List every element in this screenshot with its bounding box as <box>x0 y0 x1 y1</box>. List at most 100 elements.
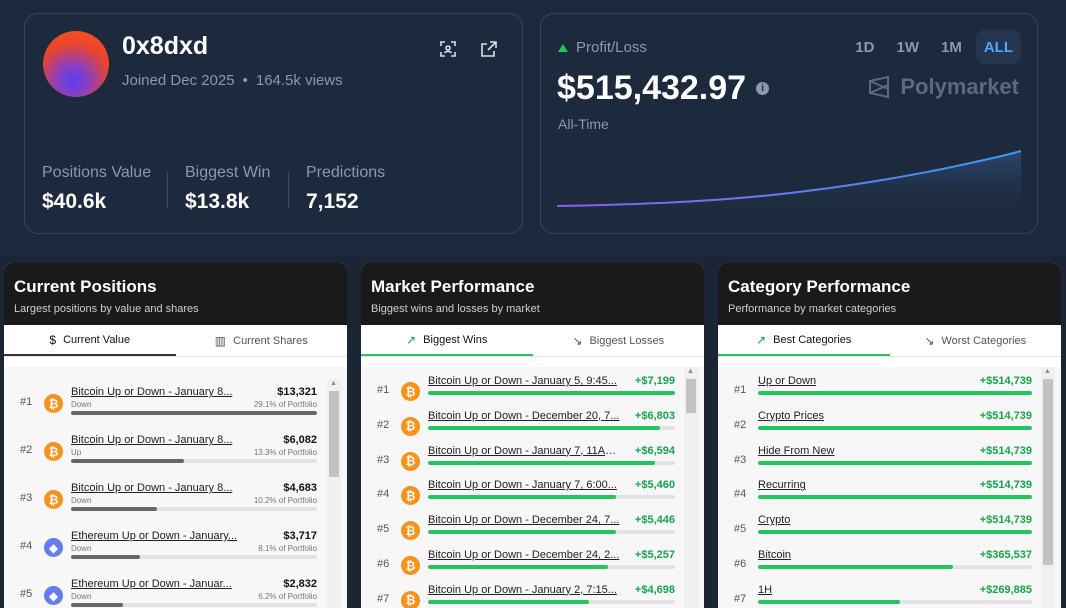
performance-bar <box>428 460 675 465</box>
dollar-icon: $ <box>49 332 57 347</box>
row-rank: #6 <box>377 558 390 570</box>
bitcoin-icon: ₿ <box>401 486 420 506</box>
positions-list: #1 ₿ Bitcoin Up or Down - January 8... $13,… <box>4 367 347 608</box>
table-row[interactable]: #2 ₿ Bitcoin Up or Down - December 20, 7..… <box>361 407 680 443</box>
range-all-button[interactable]: ALL <box>975 30 1021 64</box>
tab-label: Current Value <box>63 333 131 346</box>
category-name[interactable]: Recurring <box>758 479 806 492</box>
pnl-value: +$514,739 <box>979 375 1032 387</box>
range-1d-button[interactable]: 1D <box>855 38 875 56</box>
table-row[interactable]: #4 ◆ Ethereum Up or Down - January... $3,71… <box>4 523 323 567</box>
performance-bar-fill <box>428 460 656 465</box>
scrollbar[interactable]: ▲ <box>684 367 698 608</box>
market-title[interactable]: Bitcoin Up or Down - December 24, 2... <box>428 549 620 561</box>
pnl-value: +$4,698 <box>634 583 675 596</box>
scrollbar-thumb[interactable] <box>1043 379 1053 565</box>
qr-scan-icon[interactable] <box>437 38 459 60</box>
market-title[interactable]: Bitcoin Up or Down - January 7, 11AM... <box>428 444 623 457</box>
performance-bar <box>428 391 675 395</box>
category-name[interactable]: Hide From New <box>758 444 835 457</box>
performance-bar-fill <box>758 530 1032 535</box>
table-row[interactable]: #1 ₿ Bitcoin Up or Down - January 8... $13,… <box>4 379 323 423</box>
row-rank: #2 <box>734 418 747 431</box>
category-name[interactable]: 1H <box>758 583 773 596</box>
position-title[interactable]: Bitcoin Up or Down - January 8... <box>71 482 233 494</box>
tab-label: Biggest Losses <box>589 334 665 347</box>
table-row[interactable]: #4 ₿ Bitcoin Up or Down - January 7, 6:00.… <box>361 476 680 512</box>
table-row[interactable]: #3 Hide From New +$514,739 <box>718 442 1037 478</box>
bitcoin-icon: ₿ <box>401 556 420 575</box>
performance-bar-fill <box>758 460 1032 465</box>
category-name[interactable]: Crypto <box>758 514 791 527</box>
market-title[interactable]: Bitcoin Up or Down - December 24, 7... <box>428 514 620 527</box>
panel-title: Market Performance <box>371 277 535 296</box>
table-row[interactable]: #2 Crypto Prices +$514,739 <box>718 407 1037 443</box>
tab-biggest-losses[interactable]: ↘ Biggest Losses <box>533 325 705 356</box>
portfolio-bar <box>71 603 317 607</box>
brand-name: Polymarket <box>900 74 1019 99</box>
table-row[interactable]: #3 ₿ Bitcoin Up or Down - January 8... $4,6… <box>4 475 323 519</box>
tab-biggest-wins[interactable]: ↗ Biggest Wins <box>361 325 533 356</box>
stat-divider <box>167 172 168 208</box>
table-row[interactable]: #5 ₿ Bitcoin Up or Down - December 24, 7..… <box>361 511 680 547</box>
table-row[interactable]: #5 ◆ Ethereum Up or Down - Januar... $2,832… <box>4 571 323 608</box>
market-title[interactable]: Bitcoin Up or Down - January 5, 9:45... <box>428 375 617 387</box>
pnl-chart <box>557 150 1021 219</box>
scrollbar[interactable]: ▲ <box>327 379 341 608</box>
table-row[interactable]: #7 1H +$269,885 <box>718 581 1037 608</box>
tab-worst-categories[interactable]: ↘ Worst Categories <box>890 325 1062 356</box>
performance-bar <box>758 425 1032 430</box>
tab-current-shares[interactable]: ▥ Current Shares <box>176 325 348 356</box>
tab-best-categories[interactable]: ↗ Best Categories <box>718 325 890 356</box>
table-row[interactable]: #2 ₿ Bitcoin Up or Down - January 8... $6,0… <box>4 427 323 471</box>
scrollbar[interactable]: ▲ <box>1041 367 1055 608</box>
row-rank: #4 <box>20 540 33 552</box>
category-name[interactable]: Bitcoin <box>758 549 792 561</box>
table-row[interactable]: #3 ₿ Bitcoin Up or Down - January 7, 11AM.… <box>361 442 680 478</box>
panel-tabs: $ Current Value ▥ Current Shares <box>4 325 347 357</box>
position-value: $3,717 <box>283 530 317 542</box>
range-1m-button[interactable]: 1M <box>940 38 962 56</box>
position-title[interactable]: Bitcoin Up or Down - January 8... <box>71 386 233 398</box>
range-1w-button[interactable]: 1W <box>896 38 919 56</box>
portfolio-share: 6.2% of Portfolio <box>258 592 317 601</box>
external-link-icon[interactable] <box>478 38 500 60</box>
portfolio-bar-fill <box>71 411 317 415</box>
table-row[interactable]: #5 Crypto +$514,739 <box>718 511 1037 547</box>
table-row[interactable]: #7 ₿ Bitcoin Up or Down - January 2, 7:15.… <box>361 581 680 608</box>
category-name[interactable]: Crypto Prices <box>758 409 825 422</box>
scrollbar-thumb[interactable] <box>329 391 339 477</box>
performance-bar <box>428 565 675 569</box>
position-title[interactable]: Ethereum Up or Down - Januar... <box>71 578 232 590</box>
position-title[interactable]: Ethereum Up or Down - January... <box>71 530 238 542</box>
table-row[interactable]: #1 ₿ Bitcoin Up or Down - January 5, 9:45.… <box>361 372 680 408</box>
portfolio-bar-fill <box>71 507 158 511</box>
scroll-up-icon[interactable]: ▲ <box>330 380 337 387</box>
scrollbar-thumb[interactable] <box>686 379 696 413</box>
pnl-value: +$514,739 <box>979 479 1032 492</box>
table-row[interactable]: #6 ₿ Bitcoin Up or Down - December 24, 2..… <box>361 546 680 582</box>
market-title[interactable]: Bitcoin Up or Down - January 7, 6:00... <box>428 479 617 492</box>
profile-card: 0x8dxd Joined Dec 2025 • 164.5k views Posi… <box>24 13 523 234</box>
tab-current-value[interactable]: $ Current Value <box>4 325 176 356</box>
scroll-up-icon[interactable]: ▲ <box>687 368 694 375</box>
table-row[interactable]: #6 Bitcoin +$365,537 <box>718 546 1037 582</box>
market-title[interactable]: Bitcoin Up or Down - December 20, 7... <box>428 409 620 422</box>
panel-subtitle: Performance by market categories <box>728 303 897 315</box>
market-title[interactable]: Bitcoin Up or Down - January 2, 7:15... <box>428 583 617 596</box>
market-performance-panel: Market Performance Biggest wins and loss… <box>361 263 704 608</box>
portfolio-bar <box>71 555 317 559</box>
row-rank: #3 <box>20 492 33 504</box>
pnl-value: +$514,739 <box>979 409 1032 422</box>
pnl-line <box>557 150 1021 207</box>
table-row[interactable]: #4 Recurring +$514,739 <box>718 476 1037 512</box>
category-name[interactable]: Up or Down <box>758 375 817 387</box>
performance-bar <box>428 599 675 604</box>
polymarket-logo: Polymarket <box>868 74 1019 100</box>
scroll-up-icon[interactable]: ▲ <box>1044 368 1051 375</box>
info-icon[interactable]: i <box>756 82 770 95</box>
profit-loss-card: Profit/Loss 1D 1W 1M ALL $515,432.97 i A… <box>540 13 1038 234</box>
portfolio-share: 13.3% of Portfolio <box>253 448 317 457</box>
position-title[interactable]: Bitcoin Up or Down - January 8... <box>71 434 233 446</box>
table-row[interactable]: #1 Up or Down +$514,739 <box>718 372 1037 408</box>
